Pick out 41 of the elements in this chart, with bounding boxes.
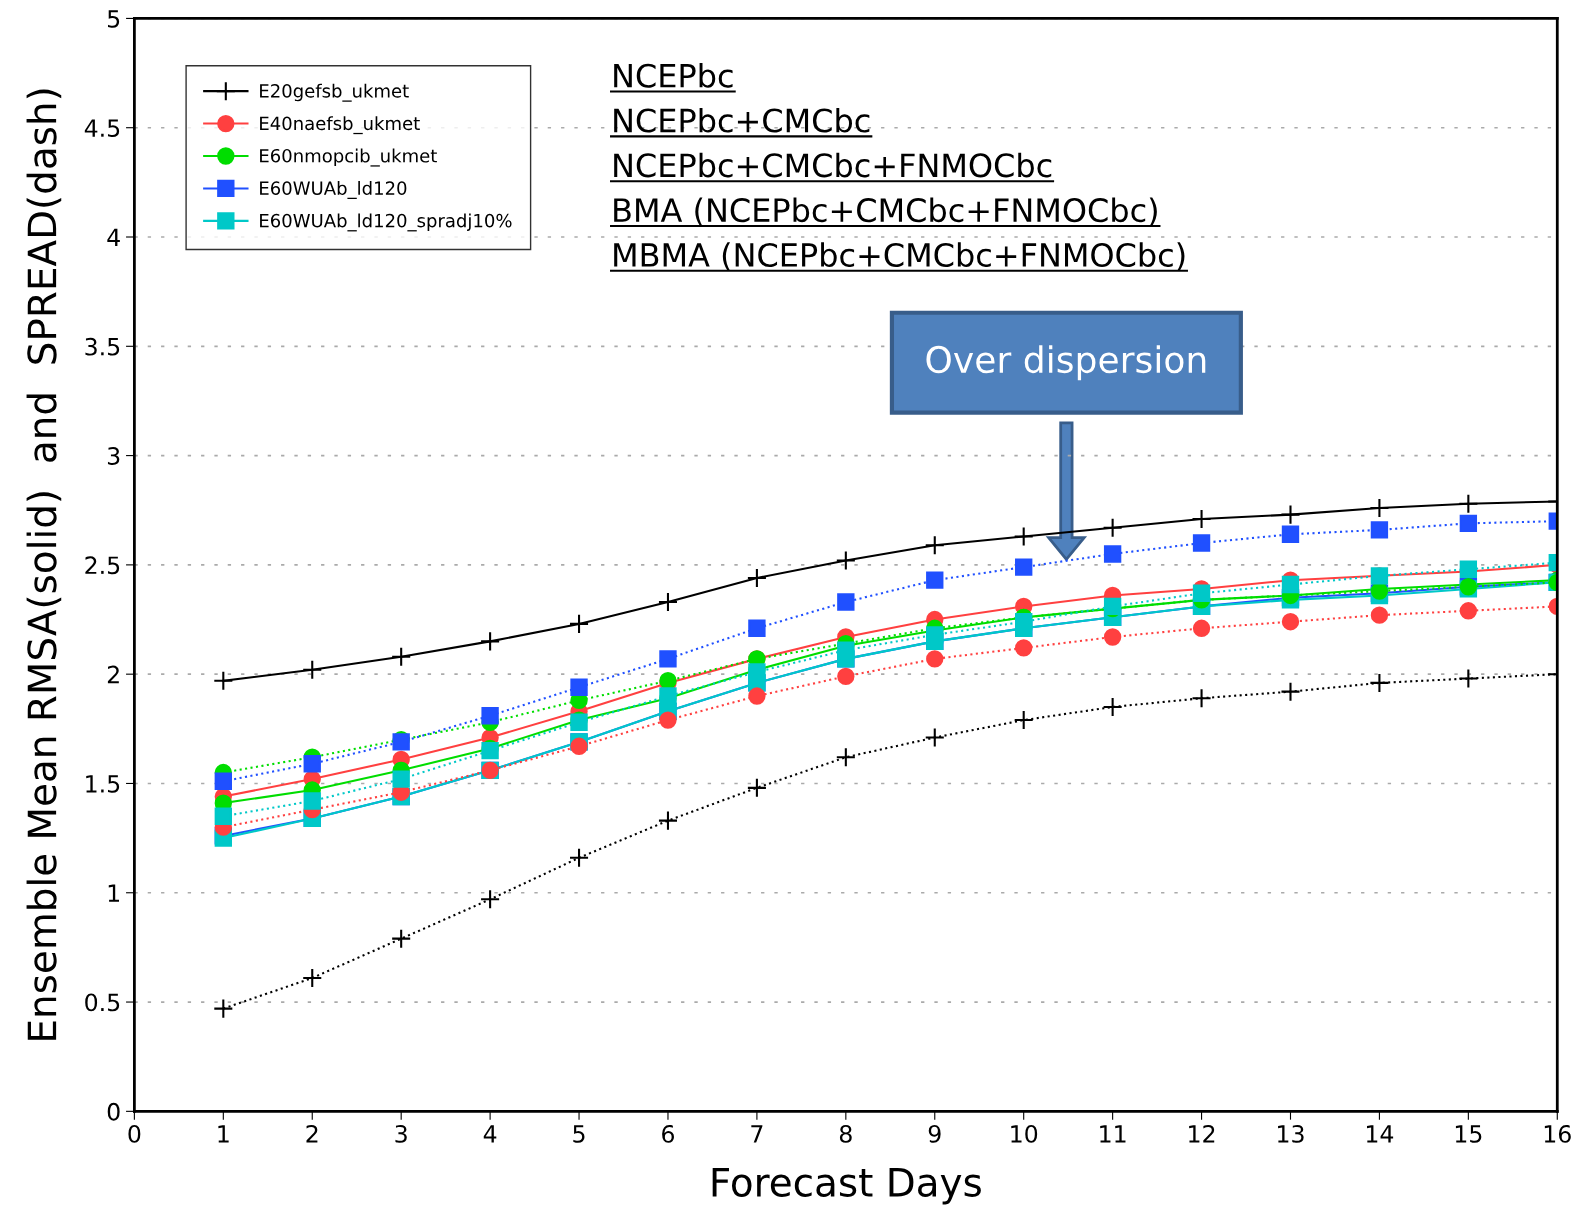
y-tick-label: 5 xyxy=(107,10,120,28)
legend-label: E60nmopcib_ukmet xyxy=(260,148,437,167)
annotation: MBMA (NCEPbc+CMCbc+FNMOCbc) xyxy=(614,242,1185,271)
x-tick-label: 7 xyxy=(751,1125,763,1143)
x-tick-label: 13 xyxy=(1278,1124,1304,1143)
x-tick-label: 14 xyxy=(1366,1125,1394,1143)
legend-label: E20gefsb_ukmet xyxy=(260,83,409,102)
legend-label: E60WUAb_ld120 xyxy=(260,181,407,199)
x-tick-label: 11 xyxy=(1100,1125,1126,1143)
y-tick-label: 2.5 xyxy=(85,556,120,575)
x-tick-label: 1 xyxy=(218,1125,229,1143)
x-axis-title: Forecast Days xyxy=(712,1168,981,1205)
y-axis-title: Ensemble Mean RMSA(solid) and SPREAD(dash) xyxy=(26,89,62,1040)
legend-label: E60WUAb_ld120_spradj10% xyxy=(260,213,512,232)
x-tick-label: 15 xyxy=(1455,1125,1482,1143)
y-tick-label: 1 xyxy=(108,884,120,902)
x-tick-label: 0 xyxy=(128,1124,141,1143)
annotation: Over dispersion xyxy=(926,345,1206,381)
x-tick-label: 12 xyxy=(1189,1124,1215,1143)
x-tick-label: 3 xyxy=(395,1124,407,1143)
annotation: NCEPbc+CMCbc+FNMOCbc xyxy=(614,152,1052,178)
y-tick-label: 3 xyxy=(107,447,120,465)
x-tick-label: 2 xyxy=(306,1124,318,1143)
x-tick-label: 6 xyxy=(662,1124,674,1143)
y-tick-label: 3.5 xyxy=(85,337,120,356)
x-tick-label: 10 xyxy=(1011,1124,1038,1143)
x-tick-label: 16 xyxy=(1544,1124,1571,1143)
annotation: BMA (NCEPbc+CMCbc+FNMOCbc) xyxy=(614,197,1157,226)
y-tick-label: 0 xyxy=(107,1102,120,1121)
legend-label: E40naefsb_ukmet xyxy=(260,116,420,135)
annotation: NCEPbc xyxy=(614,63,733,88)
x-tick-label: 4 xyxy=(483,1125,497,1143)
x-tick-label: 5 xyxy=(573,1125,585,1143)
y-tick-label: 2 xyxy=(107,665,119,684)
y-tick-label: 4.5 xyxy=(84,119,120,138)
x-tick-label: 8 xyxy=(839,1124,852,1143)
y-tick-label: 4 xyxy=(107,228,120,246)
annotation: NCEPbc+CMCbc xyxy=(614,107,870,133)
y-tick-label: 0.5 xyxy=(85,993,120,1012)
x-tick-label: 9 xyxy=(928,1124,941,1143)
y-tick-label: 1.5 xyxy=(86,775,120,793)
